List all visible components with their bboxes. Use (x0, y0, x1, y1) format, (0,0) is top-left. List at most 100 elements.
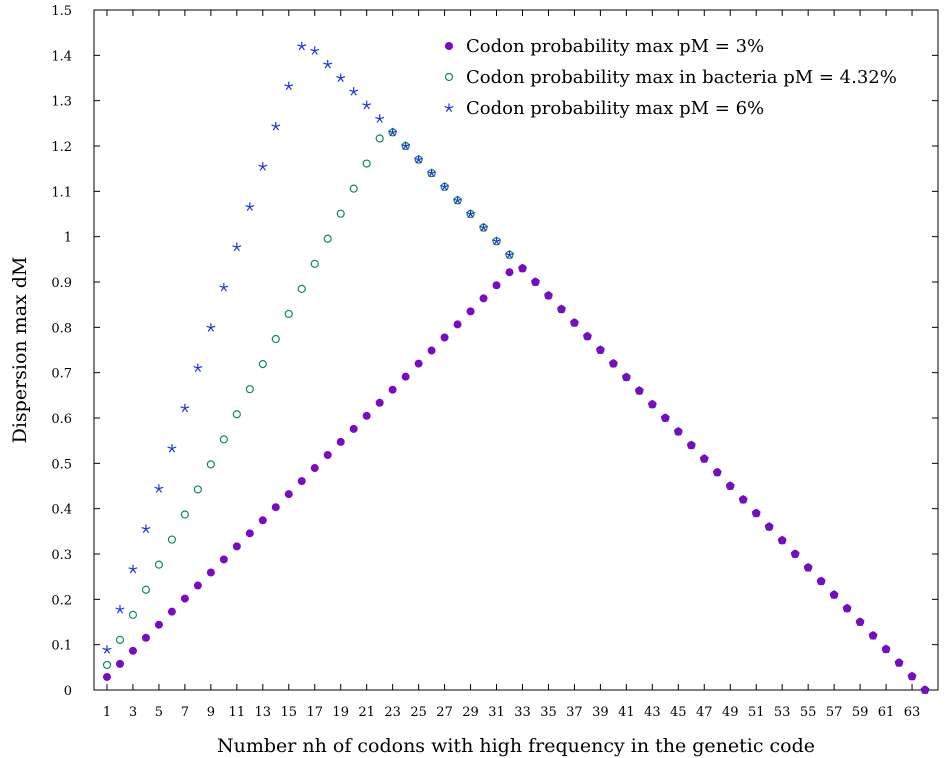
data-point (115, 604, 125, 614)
y-tick-label: 0.3 (51, 548, 72, 563)
data-point (414, 359, 423, 368)
data-point (492, 281, 501, 290)
legend-marker (444, 103, 454, 112)
data-point (687, 441, 696, 450)
x-tick-label: 11 (229, 705, 246, 720)
data-point (544, 291, 553, 300)
x-tick-label: 59 (852, 705, 869, 720)
series-3 (102, 41, 930, 694)
data-point (102, 672, 111, 681)
data-point (154, 484, 164, 493)
data-point (336, 209, 345, 218)
y-tick-label: 1.4 (51, 49, 72, 64)
y-tick-label: 1.5 (51, 4, 72, 19)
legend: Codon probability max pM = 3% Codon proba… (444, 36, 897, 119)
data-point (115, 659, 124, 668)
x-tick-label: 15 (280, 705, 297, 720)
data-point (297, 41, 307, 51)
data-point (401, 372, 410, 381)
data-point (505, 250, 514, 259)
data-point (882, 645, 891, 654)
y-tick-label: 0.6 (51, 412, 72, 427)
data-point (427, 168, 437, 178)
data-point (700, 454, 709, 463)
data-point (102, 660, 112, 670)
data-point (817, 577, 826, 586)
data-point (869, 631, 878, 640)
legend-label: Codon probability max pM = 3% (466, 36, 764, 57)
data-point (804, 563, 813, 572)
data-point (505, 268, 514, 277)
y-tick-labels: 0 0.1 0.2 0.3 0.4 0.5 0.6 0.7 0.8 0.9 1 1.1 1.2 1.3 1.… (51, 4, 72, 699)
data-point (375, 398, 384, 407)
x-tick-label: 1 (103, 705, 111, 720)
x-tick-label: 51 (748, 705, 765, 720)
data-point (921, 686, 930, 694)
data-point (258, 359, 267, 369)
x-tick-label: 49 (722, 705, 739, 720)
data-point (310, 259, 319, 268)
data-point (596, 346, 605, 354)
data-point (310, 464, 319, 473)
x-tick-label: 35 (540, 705, 557, 720)
data-point (674, 427, 683, 436)
data-point (193, 363, 203, 372)
legend-marker (444, 72, 454, 82)
data-point (219, 282, 229, 292)
data-point (414, 155, 424, 164)
data-point (843, 604, 852, 613)
data-point (245, 385, 254, 394)
data-point (154, 620, 163, 629)
data-point (245, 529, 254, 538)
data-point (492, 236, 501, 246)
y-axis-title: Dispersion max dM (9, 257, 31, 444)
x-tick-label: 21 (358, 705, 375, 720)
y-tick-label: 0.4 (51, 503, 72, 518)
data-point (479, 223, 489, 232)
x-tick-label: 43 (644, 705, 661, 720)
data-point (336, 437, 345, 446)
data-point (323, 234, 332, 243)
data-point (219, 435, 228, 444)
data-point (778, 536, 787, 545)
y-tick-label: 0.5 (51, 457, 72, 472)
data-point (271, 121, 281, 131)
data-point (362, 100, 372, 110)
data-point (362, 159, 371, 168)
x-tick-label: 25 (410, 705, 427, 720)
data-point (323, 59, 333, 69)
data-point (193, 581, 202, 590)
data-point (440, 333, 449, 342)
data-point (128, 564, 138, 574)
data-point (752, 509, 761, 518)
y-tick-label: 0 (64, 684, 72, 699)
data-point (336, 73, 346, 82)
data-point (206, 323, 216, 332)
y-tick-label: 1.3 (51, 95, 72, 110)
data-point (180, 594, 189, 603)
data-point (180, 403, 190, 413)
y-tick-label: 0.1 (51, 639, 72, 654)
x-tick-label: 63 (904, 705, 921, 720)
data-point (453, 320, 462, 329)
data-point (141, 633, 150, 642)
data-point (908, 672, 917, 681)
data-point (128, 646, 137, 655)
data-point (739, 495, 748, 504)
legend-label: Codon probability max in bacteria pM = 4… (466, 67, 897, 88)
x-axis-title: Number nh of codons with high frequency … (217, 735, 815, 757)
legend-label: Codon probability max pM = 6% (466, 98, 764, 119)
series-2 (102, 128, 930, 695)
data-point (895, 658, 904, 667)
data-point (128, 610, 138, 619)
data-point (583, 332, 592, 341)
data-point (622, 373, 631, 382)
data-point (349, 87, 359, 96)
x-tick-label: 41 (618, 705, 635, 720)
y-tick-label: 0.9 (51, 276, 72, 291)
x-tick-label: 19 (332, 705, 349, 720)
data-point (245, 202, 255, 211)
plot-frame (93, 9, 939, 691)
data-point (765, 522, 774, 531)
